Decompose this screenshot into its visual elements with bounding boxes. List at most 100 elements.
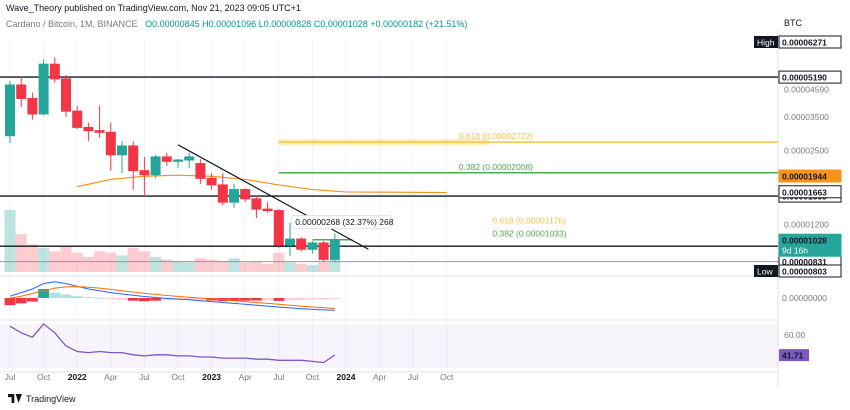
- annotation: 0.00000268 (32.37%) 268: [290, 215, 394, 230]
- macd-histogram-bar: [329, 298, 341, 300]
- volume-bar: [172, 260, 184, 272]
- x-tick-label: Apr: [373, 372, 386, 382]
- macd-histogram-bar: [307, 298, 318, 300]
- volume-bar: [217, 260, 229, 272]
- candle-body: [217, 184, 228, 203]
- fib-label: 0.618 (0.00001176): [492, 216, 566, 226]
- volume-bar: [161, 259, 173, 272]
- time-axis[interactable]: Jul Oct 2022 Apr Jul Oct 2023 Apr Jul Oct 2024 Apr J…: [5, 372, 454, 382]
- candle-body: [128, 145, 139, 172]
- currency-label: BTC: [784, 18, 802, 28]
- fib-levels: 0.618 (0.00002722) 0.382 (0.00002008) 0.61…: [278, 131, 778, 241]
- ema-200-line: [77, 174, 447, 194]
- x-tick-label: Oct: [440, 372, 454, 382]
- macd-histogram-bar: [139, 298, 150, 302]
- brand-name: TradingView: [26, 394, 76, 404]
- horizontal-levels: [0, 76, 778, 263]
- volume-bar: [38, 247, 50, 272]
- descending-trendline: [177, 144, 369, 250]
- candle-body: [94, 130, 105, 133]
- volume-bar: [127, 247, 139, 272]
- candle-body: [49, 63, 60, 80]
- y-tick-label: 0.00004590: [784, 84, 829, 94]
- rsi-axis-label: 60.00: [784, 330, 806, 340]
- fib-label: 0.382 (0.00001033): [492, 229, 566, 239]
- rsi-line: [9, 323, 336, 364]
- candle-body: [139, 170, 150, 176]
- candle-body: [173, 159, 183, 162]
- macd-signal-line: [9, 286, 335, 309]
- volume-bar: [239, 262, 251, 272]
- macd-pane: [4, 281, 341, 311]
- macd-histogram-bar: [228, 298, 240, 301]
- fib-label: 0.382 (0.00002008): [459, 162, 533, 172]
- macd-histogram-bar: [183, 298, 195, 300]
- level-tag-label: 0.00000831: [782, 257, 827, 267]
- macd-histogram-bar: [4, 298, 16, 306]
- macd-histogram-bar: [60, 294, 72, 298]
- trendline[interactable]: [177, 144, 369, 250]
- level-tag-box: [778, 70, 842, 84]
- volume-bar: [228, 258, 240, 272]
- candle-body: [72, 110, 83, 128]
- candle-body: [318, 242, 329, 260]
- volume-bar: [194, 258, 206, 272]
- price-tag-box: [778, 233, 842, 257]
- candle-body: [206, 177, 217, 186]
- volume-bars: [4, 210, 341, 272]
- macd-histogram-bar: [150, 298, 161, 301]
- x-tick-label: 2023: [202, 372, 221, 382]
- symbol-name[interactable]: Cardano / Bitcoin, 1M, BINANCE: [6, 19, 138, 29]
- candle-body: [229, 189, 239, 203]
- macd-histogram-bar: [38, 289, 49, 298]
- volume-bar: [105, 252, 117, 272]
- candle-body: [38, 63, 49, 115]
- macd-histogram-bar: [195, 298, 206, 301]
- volume-bar: [250, 260, 262, 272]
- macd-histogram-bar: [161, 298, 173, 301]
- volume-bar: [60, 245, 72, 272]
- price-tag-label: 0.00001028: [782, 236, 827, 246]
- price-tag-prefix-box: [754, 265, 778, 277]
- candle-body: [285, 238, 295, 246]
- symbol-line: Cardano / Bitcoin, 1M, BINANCE O0.000008…: [6, 19, 467, 29]
- volume-bar: [206, 259, 218, 272]
- candle-body: [83, 126, 94, 132]
- volume-bar: [318, 262, 330, 272]
- price-tag-prefix-box: [754, 36, 778, 48]
- macd-histogram-bar: [71, 296, 83, 298]
- price-tag-label: 0.00006271: [782, 38, 827, 48]
- x-tick-label: Jul: [5, 372, 16, 382]
- macd-histogram-bar: [295, 298, 307, 300]
- volume-bar: [26, 244, 38, 272]
- candle-body: [262, 208, 273, 212]
- x-tick-label: Oct: [306, 372, 320, 382]
- annotation-box: [290, 215, 392, 230]
- volume-bar: [329, 259, 341, 272]
- macd-histogram-bar: [83, 297, 94, 299]
- price-tag-label: 0.00000803: [782, 267, 827, 277]
- y-tick-label: 0.00001200: [784, 220, 829, 230]
- candle-body: [27, 97, 38, 115]
- fib-label: 0.618 (0.00002722): [459, 131, 533, 141]
- price-tag-label: 0.00001944: [782, 172, 827, 182]
- x-tick-label: Apr: [104, 372, 117, 382]
- candle-body: [251, 198, 262, 210]
- candle-body: [5, 84, 15, 137]
- price-axis[interactable]: 0.00004590 0.00003500 0.00002500 0.00001200…: [754, 35, 842, 362]
- candle-body: [150, 156, 161, 176]
- candle-body: [184, 156, 195, 161]
- macd-histogram-bar: [127, 298, 139, 301]
- price-tag-box: [778, 185, 842, 199]
- x-tick-label: 2022: [68, 372, 87, 382]
- candle-body: [117, 145, 127, 156]
- rsi-band: [0, 324, 778, 368]
- price-tag-box: [778, 264, 842, 278]
- x-tick-label: Jul: [408, 372, 419, 382]
- price-tag-prefix: High: [757, 38, 775, 48]
- publisher-line: Wave_Theory published on TradingView.com…: [6, 3, 301, 13]
- x-tick-label: Jul: [139, 372, 150, 382]
- macd-histogram-bar: [251, 298, 262, 301]
- macd-axis-label: 0.00000000: [782, 293, 827, 303]
